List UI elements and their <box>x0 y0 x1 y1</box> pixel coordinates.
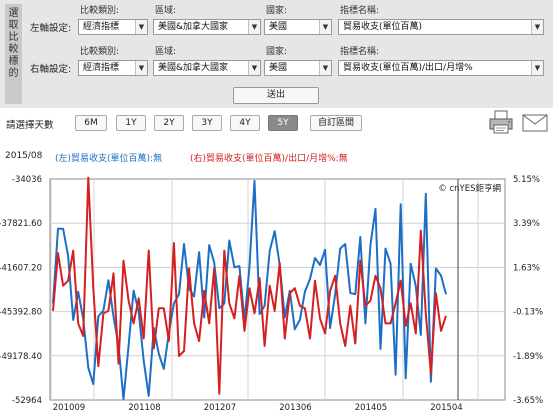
left-indicator-value: 貿易收支(單位百萬) <box>343 22 423 32</box>
mail-icon[interactable] <box>522 114 548 132</box>
left-axis-tick-label: -45392.80 <box>0 308 42 318</box>
days-label: 請選擇天數 <box>6 120 54 131</box>
right-axis-tick-label: -3.65% <box>513 396 543 406</box>
chevron-down-icon: ▼ <box>531 20 543 34</box>
left-axis-tick-label: -37821.60 <box>0 219 42 229</box>
chevron-down-icon: ▼ <box>135 20 147 34</box>
printer-icon[interactable] <box>488 110 514 134</box>
right-axis-tick-label: 3.39% <box>513 219 540 229</box>
left-axis-row-label: 左軸設定: <box>30 23 72 34</box>
range-button-5y[interactable]: 5Y <box>268 115 298 131</box>
chevron-down-icon: ▼ <box>135 61 147 75</box>
right-axis-tick-label: -0.13% <box>513 308 543 318</box>
x-axis-tick-label: 201306 <box>279 403 311 413</box>
range-button-3y[interactable]: 3Y <box>192 115 222 131</box>
settings-panel: 選取比較標的 左軸設定: 比較類別: 經濟指標 ▼ 區域: 美國&加拿大國家 ▼… <box>0 0 553 108</box>
range-button-4y[interactable]: 4Y <box>230 115 260 131</box>
chevron-down-icon: ▼ <box>248 61 260 75</box>
right-region-label: 區域: <box>155 47 177 57</box>
left-indicator-label: 指標名稱: <box>340 6 380 16</box>
left-country-label: 國家: <box>266 6 288 16</box>
date-label: 2015/08 <box>5 151 43 161</box>
right-indicator-label: 指標名稱: <box>340 47 380 57</box>
left-indicator-select[interactable]: 貿易收支(單位百萬) ▼ <box>338 19 544 35</box>
left-country-select[interactable]: 美國 ▼ <box>264 19 332 35</box>
right-region-value: 美國&加拿大國家 <box>158 63 229 73</box>
right-series-legend: (右)貿易收支(單位百萬)/出口/月增%:無 <box>190 154 348 164</box>
x-axis-tick-label: 201504 <box>430 403 462 413</box>
x-axis-tick-label: 201009 <box>53 403 85 413</box>
right-axis-tick-label: -1.89% <box>513 352 543 362</box>
range-button-1y[interactable]: 1Y <box>116 115 146 131</box>
right-indicator-select[interactable]: 貿易收支(單位百萬)/出口/月增% ▼ <box>338 60 544 76</box>
right-series-line <box>52 176 447 395</box>
left-axis-tick-label: -52964 <box>12 396 42 406</box>
left-region-value: 美國&加拿大國家 <box>158 22 229 32</box>
right-axis-tick-label: 5.15% <box>513 175 540 185</box>
right-axis-row-label: 右軸設定: <box>30 64 72 75</box>
x-axis-tick-label: 201405 <box>355 403 387 413</box>
x-axis-tick-label: 201108 <box>128 403 160 413</box>
left-country-value: 美國 <box>269 22 288 32</box>
left-region-select[interactable]: 美國&加拿大國家 ▼ <box>153 19 261 35</box>
chevron-down-icon: ▼ <box>248 20 260 34</box>
left-compare-type-select[interactable]: 經濟指標 ▼ <box>78 19 148 35</box>
right-region-select[interactable]: 美國&加拿大國家 ▼ <box>153 60 261 76</box>
select-target-tab[interactable]: 選取比較標的 <box>5 4 22 104</box>
x-axis-tick-label: 201207 <box>204 403 236 413</box>
watermark: © cnYES鉅亨網 <box>438 183 501 194</box>
left-axis-tick-label: -41607.20 <box>0 263 42 273</box>
left-region-label: 區域: <box>155 6 177 16</box>
chevron-down-icon: ▼ <box>319 20 331 34</box>
right-compare-type-value: 經濟指標 <box>83 63 120 73</box>
right-country-select[interactable]: 美國 ▼ <box>264 60 332 76</box>
left-axis-tick-label: -49178.40 <box>0 352 42 362</box>
left-axis-tick-label: -34036 <box>12 175 42 185</box>
right-compare-type-label: 比較類別: <box>80 47 120 57</box>
left-series-legend: (左)貿易收支(單位百萬):無 <box>55 154 163 164</box>
right-compare-type-select[interactable]: 經濟指標 ▼ <box>78 60 148 76</box>
left-compare-type-value: 經濟指標 <box>83 22 120 32</box>
comparison-chart: -34036 5.15% -37821.60 3.39% -41607.20 1.63% -… <box>0 175 543 413</box>
range-button-6m[interactable]: 6M <box>75 115 107 131</box>
range-button-自訂區間[interactable]: 自訂區間 <box>310 115 362 131</box>
chevron-down-icon: ▼ <box>531 61 543 75</box>
right-indicator-value: 貿易收支(單位百萬)/出口/月增% <box>343 63 473 73</box>
right-country-value: 美國 <box>269 63 288 73</box>
chevron-down-icon: ▼ <box>319 61 331 75</box>
left-compare-type-label: 比較類別: <box>80 6 120 16</box>
right-axis-tick-label: 1.63% <box>513 263 540 273</box>
submit-button[interactable]: 送出 <box>233 87 319 104</box>
range-button-2y[interactable]: 2Y <box>154 115 184 131</box>
right-country-label: 國家: <box>266 47 288 57</box>
